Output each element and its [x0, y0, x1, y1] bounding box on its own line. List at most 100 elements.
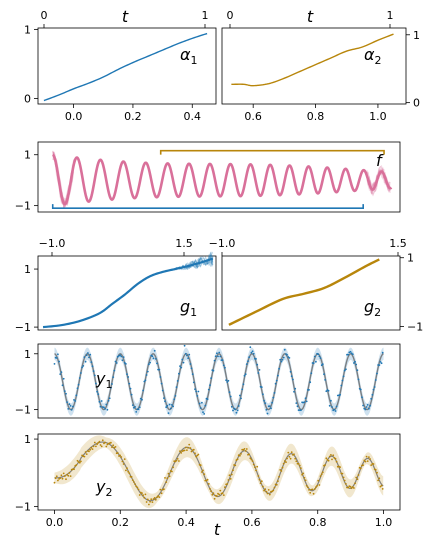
y2-point — [192, 448, 195, 451]
y2-point — [243, 448, 246, 450]
y2-point — [267, 489, 270, 491]
y2-point — [179, 450, 181, 453]
y2-point — [363, 459, 366, 462]
y2-point — [66, 473, 68, 476]
y2-point — [285, 461, 287, 463]
y1-point — [250, 351, 253, 354]
y1-point — [77, 383, 80, 386]
y2-point — [175, 459, 178, 462]
y2-point — [116, 452, 119, 454]
y-tick-label: −1 — [15, 200, 31, 213]
y1-point — [255, 358, 257, 360]
x-tick-label: 0.6 — [243, 516, 261, 529]
y2-point — [331, 458, 333, 461]
y2-point — [226, 483, 229, 485]
y2-point — [160, 492, 163, 495]
y2-point — [354, 482, 356, 485]
y2-point — [189, 447, 192, 449]
y2-point — [83, 455, 86, 458]
x-tick-label: 1.0 — [369, 110, 387, 123]
y1-point — [217, 355, 219, 358]
y1-point — [128, 382, 131, 385]
y2-point — [218, 493, 221, 496]
annotation-base: f — [376, 151, 384, 170]
y2-point — [183, 449, 186, 452]
y-tick-label: 0 — [413, 97, 420, 110]
y2-point — [80, 460, 82, 463]
annotation-subscript: 2 — [374, 306, 381, 319]
y2-point — [57, 479, 59, 482]
y2-point — [97, 442, 100, 444]
y2-point — [92, 445, 95, 448]
y1-point — [368, 407, 370, 410]
y1-point — [83, 356, 86, 358]
y2-point — [355, 476, 358, 479]
y1-point — [91, 365, 94, 368]
y1-point — [100, 400, 103, 402]
y1-point — [286, 354, 288, 356]
f-sample-right — [366, 165, 391, 195]
y2-point — [73, 468, 75, 471]
y2-point — [128, 472, 131, 475]
y1-point — [151, 355, 154, 358]
y1-point — [361, 396, 363, 399]
y2-point — [298, 464, 301, 467]
panel-annotation: y1 — [95, 369, 112, 391]
y2-point — [210, 490, 213, 493]
y2-point — [154, 498, 157, 501]
y2-point — [378, 477, 381, 480]
y1-point — [203, 413, 206, 415]
y2-point — [85, 453, 88, 455]
y2-point — [313, 488, 316, 490]
panel-g1: 1−1−1.0 1.5g1 — [15, 237, 217, 334]
y1-point — [107, 399, 110, 402]
y1-point — [273, 392, 276, 394]
y1-point — [145, 374, 148, 376]
y1-point — [240, 397, 242, 400]
y-tick-label: 1 — [24, 23, 31, 36]
y2-point — [366, 460, 369, 462]
y2-point — [194, 452, 196, 455]
y2-point — [305, 484, 308, 487]
y1-point — [113, 369, 116, 372]
top-axis-label: t — [307, 7, 314, 26]
y1-point — [89, 353, 92, 356]
y2-point — [55, 475, 58, 478]
y1-point — [87, 352, 89, 354]
y2-point — [319, 475, 322, 477]
y1-point — [108, 397, 111, 400]
y2-point — [369, 458, 371, 460]
top-tick-label: −1.0 — [39, 237, 66, 250]
y2-point — [213, 497, 216, 500]
y1-point — [270, 407, 272, 410]
y1-point — [303, 401, 306, 403]
y2-point — [339, 466, 341, 468]
y1-point — [221, 359, 224, 361]
y1-point — [95, 382, 97, 385]
panel-y1: 1−1y1 — [15, 343, 401, 419]
y2-point — [184, 446, 187, 449]
y2-point — [341, 472, 344, 475]
y2-point — [332, 454, 335, 457]
y2-point — [152, 498, 155, 500]
y1-point — [167, 412, 170, 414]
y1-point — [173, 398, 176, 401]
y2-point — [219, 489, 222, 492]
y1-point — [222, 364, 225, 367]
y1-point — [166, 404, 169, 407]
y2-point — [222, 494, 225, 496]
y2-point — [288, 455, 291, 458]
y1-point — [192, 381, 195, 384]
y1-point — [247, 360, 249, 363]
y2-point — [88, 450, 90, 453]
y1-point — [85, 354, 88, 357]
annotation-base: α — [364, 45, 375, 64]
y2-point — [112, 444, 115, 447]
y1-point — [364, 408, 367, 411]
y1-point — [125, 363, 127, 365]
axes-frame — [37, 433, 401, 511]
y2-band — [54, 435, 384, 509]
y1-point — [251, 350, 254, 353]
y2-point — [149, 500, 152, 503]
y1-point — [257, 372, 260, 374]
